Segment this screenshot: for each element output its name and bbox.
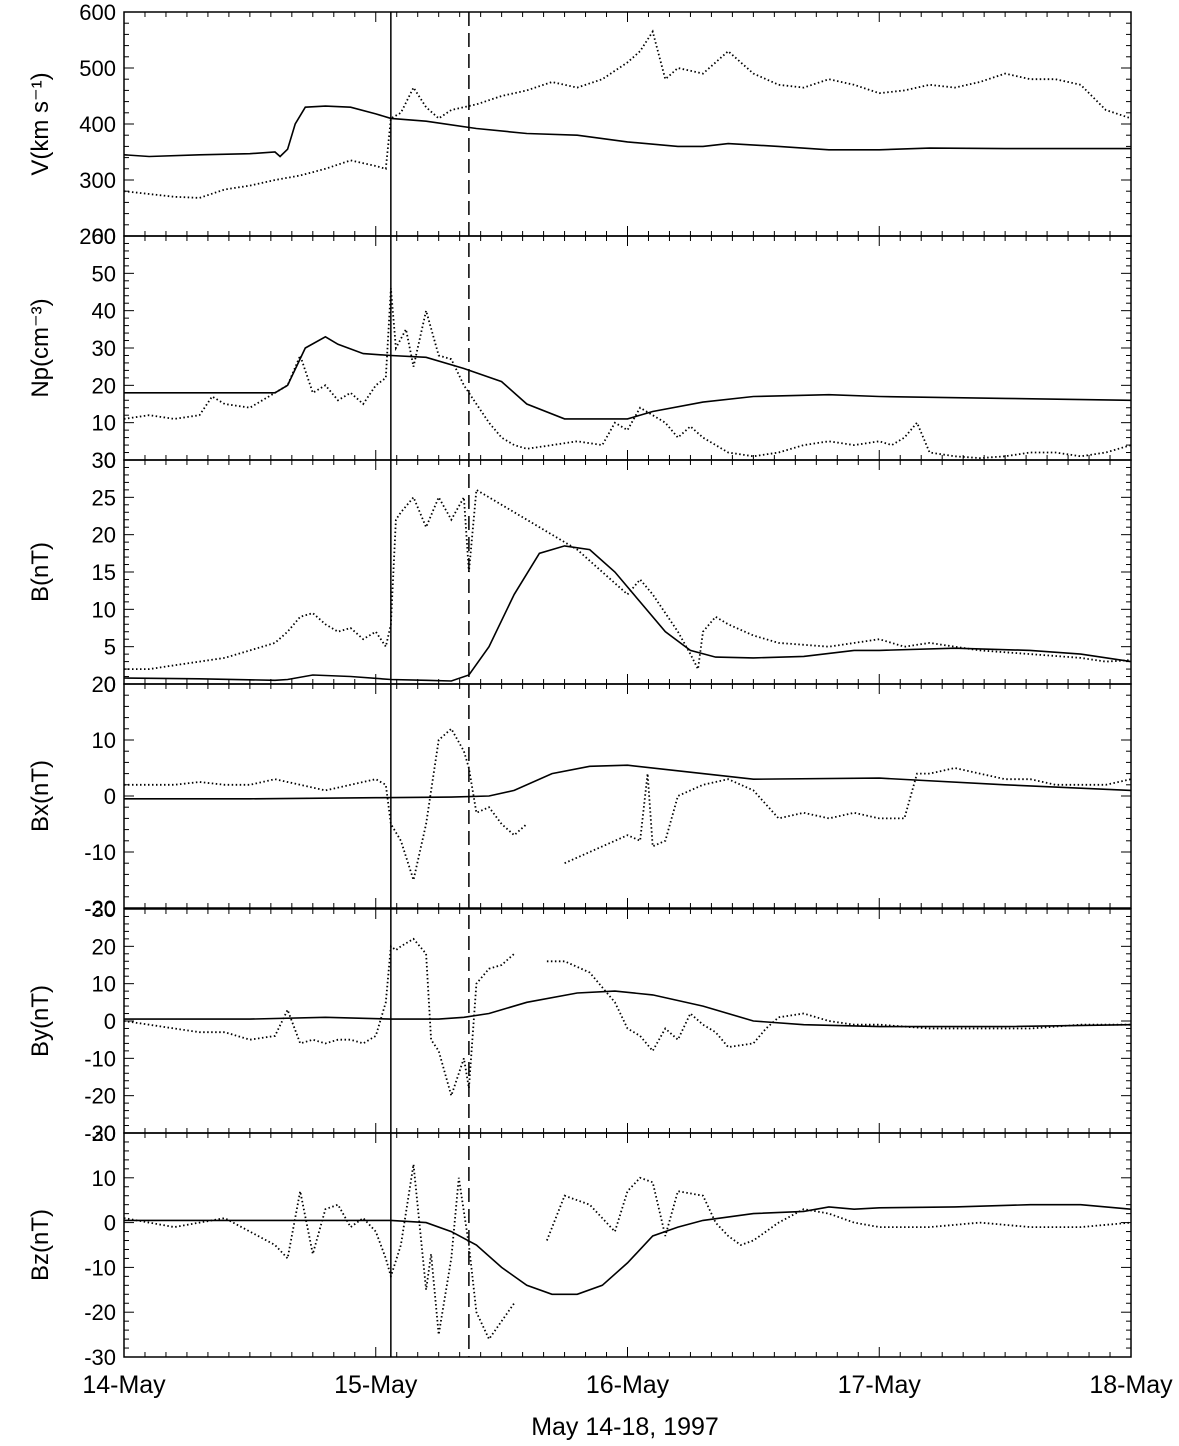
y-tick-label: 400 bbox=[79, 112, 116, 137]
y-tick-label: 15 bbox=[92, 560, 116, 585]
y-tick-label: 50 bbox=[92, 261, 116, 286]
x-minor-ticks bbox=[123, 12, 1132, 236]
y-ticks bbox=[124, 11, 1131, 237]
series-dotted-line bbox=[124, 29, 1131, 199]
y-ticks bbox=[124, 235, 1131, 461]
y-axis-label: By(nT) bbox=[27, 985, 54, 1057]
y-axis-label: V(km s⁻¹) bbox=[27, 72, 54, 175]
y-tick-label: 20 bbox=[92, 523, 116, 548]
panel-frame bbox=[123, 1132, 1132, 1358]
series-dotted-line bbox=[124, 1164, 1131, 1341]
y-tick-label: 500 bbox=[79, 56, 116, 81]
y-tick-label: 40 bbox=[92, 299, 116, 324]
y-tick-label: 10 bbox=[92, 728, 116, 753]
series-dotted-line bbox=[124, 937, 1131, 1099]
panel-frame bbox=[123, 908, 1132, 1134]
panel-np: 0 10 20 30 40 50 60 Np(cm⁻³) bbox=[27, 224, 1132, 473]
x-tick-label: 15-May bbox=[334, 1371, 418, 1399]
series-solid-line bbox=[124, 335, 1131, 420]
y-axis-label: B(nT) bbox=[27, 542, 54, 602]
y-tick-label: -30 bbox=[84, 1345, 116, 1370]
panel-frame bbox=[123, 235, 1132, 461]
y-tick-label: 10 bbox=[92, 1166, 116, 1191]
y-tick-label: 0 bbox=[104, 672, 116, 697]
x-tick-label: 18-May bbox=[1089, 1371, 1173, 1399]
x-tick-label: 17-May bbox=[838, 1371, 922, 1399]
panel-bx: -20 -10 0 10 20 Bx(nT) bbox=[27, 672, 1132, 921]
series-dotted-line bbox=[124, 288, 1131, 460]
y-tick-label: 200 bbox=[79, 224, 116, 249]
y-tick-label: 20 bbox=[92, 373, 116, 398]
y-tick-label: 20 bbox=[92, 672, 116, 697]
y-tick-label: -30 bbox=[84, 1121, 116, 1146]
y-ticks bbox=[124, 1132, 1131, 1358]
y-tick-label: -10 bbox=[84, 1255, 116, 1280]
y-ticks bbox=[124, 683, 1131, 909]
y-tick-label: 30 bbox=[92, 336, 116, 361]
x-tick-label: 14-May bbox=[82, 1371, 166, 1399]
x-axis: 14-May 15-May 16-May 17-May 18-May bbox=[82, 1371, 1173, 1399]
y-axis-label: Bz(nT) bbox=[27, 1209, 54, 1281]
y-tick-label: -20 bbox=[84, 896, 116, 921]
y-tick-label: 600 bbox=[79, 0, 116, 25]
y-tick-label: 10 bbox=[92, 597, 116, 622]
series-dotted-line bbox=[124, 488, 1131, 673]
panel-b: 0 5 10 15 20 25 30 B(nT) bbox=[27, 448, 1132, 697]
y-tick-label: 300 bbox=[79, 168, 116, 193]
panel-frame bbox=[123, 683, 1132, 909]
panel-bz: -30 -20 -10 0 10 20 Bz(nT) bbox=[27, 1121, 1132, 1370]
y-tick-label: 20 bbox=[92, 1121, 116, 1146]
y-tick-label: 10 bbox=[92, 411, 116, 436]
x-minor-ticks bbox=[123, 909, 1132, 1133]
y-tick-label: 20 bbox=[92, 934, 116, 959]
series-dotted-line bbox=[124, 727, 1131, 884]
series-solid-line bbox=[124, 990, 1131, 1028]
series-solid-line bbox=[124, 764, 1131, 800]
x-axis-title: May 14-18, 1997 bbox=[531, 1413, 719, 1441]
y-tick-label: 30 bbox=[92, 448, 116, 473]
panel-frame bbox=[123, 11, 1132, 237]
panel-by: -30 -20 -10 0 10 20 30 By(nT) bbox=[27, 897, 1132, 1146]
x-minor-ticks bbox=[123, 684, 1132, 908]
y-tick-label: 0 bbox=[104, 1009, 116, 1034]
y-ticks bbox=[124, 908, 1131, 1134]
y-tick-label: -10 bbox=[84, 1046, 116, 1071]
y-tick-label: 0 bbox=[104, 448, 116, 473]
series-solid-line bbox=[124, 105, 1131, 158]
y-tick-label: -20 bbox=[84, 1300, 116, 1325]
x-minor-ticks bbox=[123, 1133, 1132, 1357]
y-tick-label: -20 bbox=[84, 1084, 116, 1109]
y-tick-label: 60 bbox=[92, 224, 116, 249]
y-tick-label: 0 bbox=[104, 784, 116, 809]
y-axis-label: Bx(nT) bbox=[27, 760, 54, 832]
series-solid-line bbox=[124, 545, 1131, 682]
x-tick-label: 16-May bbox=[586, 1371, 670, 1399]
y-tick-label: 30 bbox=[92, 897, 116, 922]
y-tick-label: 5 bbox=[104, 635, 116, 660]
y-tick-label: 0 bbox=[104, 1211, 116, 1236]
y-tick-label: 25 bbox=[92, 485, 116, 510]
panel-v: 200 300 400 500 600 V(km s⁻¹) bbox=[27, 0, 1132, 249]
x-minor-ticks bbox=[123, 236, 1132, 460]
y-axis-label: Np(cm⁻³) bbox=[27, 298, 54, 397]
y-tick-label: -10 bbox=[84, 840, 116, 865]
y-tick-label: 10 bbox=[92, 972, 116, 997]
series-solid-line bbox=[124, 1203, 1131, 1296]
